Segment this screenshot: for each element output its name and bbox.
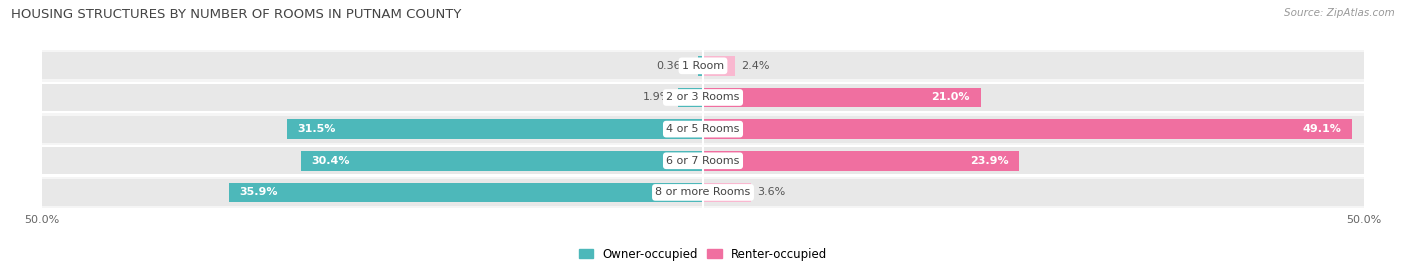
Bar	[42, 52, 1364, 79]
Bar	[42, 179, 1364, 206]
Legend: Owner-occupied, Renter-occupied: Owner-occupied, Renter-occupied	[574, 243, 832, 265]
Text: Source: ZipAtlas.com: Source: ZipAtlas.com	[1284, 8, 1395, 18]
Text: 3.6%: 3.6%	[758, 187, 786, 197]
Text: 0.36%: 0.36%	[657, 61, 692, 71]
Bar	[42, 113, 1364, 145]
Bar	[703, 88, 980, 107]
Text: 2.4%: 2.4%	[741, 61, 770, 71]
Bar	[42, 82, 1364, 113]
Text: 1.9%: 1.9%	[643, 93, 671, 102]
Text: HOUSING STRUCTURES BY NUMBER OF ROOMS IN PUTNAM COUNTY: HOUSING STRUCTURES BY NUMBER OF ROOMS IN…	[11, 8, 461, 21]
Text: 1 Room: 1 Room	[682, 61, 724, 71]
Bar	[703, 56, 735, 76]
Bar	[42, 84, 1364, 111]
Bar	[229, 183, 703, 202]
Bar	[678, 88, 703, 107]
Bar	[42, 116, 1364, 143]
Bar	[703, 183, 751, 202]
Bar	[42, 50, 1364, 82]
Text: 30.4%: 30.4%	[312, 156, 350, 166]
Bar	[42, 145, 1364, 176]
Text: 4 or 5 Rooms: 4 or 5 Rooms	[666, 124, 740, 134]
Text: 49.1%: 49.1%	[1302, 124, 1341, 134]
Bar	[42, 176, 1364, 208]
Bar	[703, 151, 1019, 171]
Bar	[703, 119, 1353, 139]
Text: 35.9%: 35.9%	[239, 187, 277, 197]
Text: 6 or 7 Rooms: 6 or 7 Rooms	[666, 156, 740, 166]
Text: 23.9%: 23.9%	[970, 156, 1008, 166]
Text: 8 or more Rooms: 8 or more Rooms	[655, 187, 751, 197]
Text: 31.5%: 31.5%	[297, 124, 336, 134]
Text: 2 or 3 Rooms: 2 or 3 Rooms	[666, 93, 740, 102]
Bar	[287, 119, 703, 139]
Bar	[301, 151, 703, 171]
Bar	[699, 56, 703, 76]
Text: 21.0%: 21.0%	[931, 93, 970, 102]
Bar	[42, 147, 1364, 174]
